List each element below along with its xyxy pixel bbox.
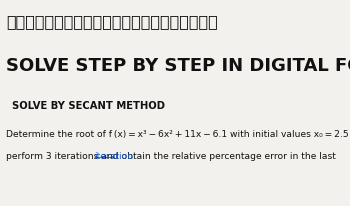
- Text: perform 3 iterations and obtain the relative percentage error in the last: perform 3 iterations and obtain the rela…: [6, 151, 339, 160]
- Text: デジタル形式で段階的に解決　　ありがとう！！: デジタル形式で段階的に解決 ありがとう！！: [6, 14, 218, 29]
- Text: SOLVE STEP BY STEP IN DIGITAL FORMAT: SOLVE STEP BY STEP IN DIGITAL FORMAT: [6, 57, 350, 75]
- Text: SOLVE BY SECANT METHOD: SOLVE BY SECANT METHOD: [12, 101, 165, 111]
- Text: iteration: iteration: [94, 151, 133, 160]
- Text: Determine the root of f (x) = x³ − 6x² + 11x − 6.1 with initial values x₀ = 2.5 : Determine the root of f (x) = x³ − 6x² +…: [6, 129, 350, 138]
